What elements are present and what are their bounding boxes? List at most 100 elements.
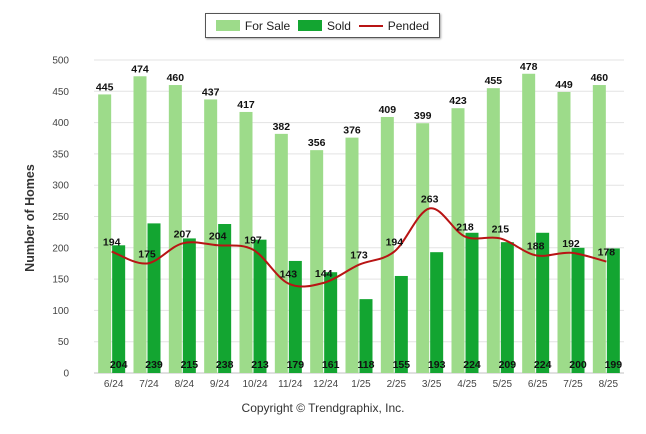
data-label-for-sale: 417	[237, 99, 255, 111]
data-label-sold: 238	[216, 359, 234, 371]
bar-for-sale	[204, 99, 218, 374]
data-label-pended: 204	[209, 230, 227, 242]
data-label-sold: 118	[358, 359, 375, 371]
data-label-pended: 194	[386, 237, 404, 249]
y-tick-label: 50	[58, 337, 70, 348]
bar-sold	[536, 232, 550, 373]
bar-for-sale	[168, 85, 182, 373]
legend-label-sold: Sold	[326, 18, 351, 33]
bar-sold	[465, 232, 479, 373]
bar-sold	[359, 299, 373, 373]
y-tick-label: 200	[52, 243, 69, 254]
legend-swatch-for-sale	[215, 20, 240, 31]
data-label-sold: 155	[393, 359, 411, 371]
x-tick-label: 12/24	[313, 379, 338, 390]
data-label-for-sale: 455	[485, 75, 503, 87]
data-label-pended: 192	[562, 238, 580, 250]
x-tick-label: 6/24	[104, 379, 124, 390]
bar-sold	[394, 275, 408, 373]
data-label-pended: 263	[421, 193, 439, 205]
bar-sold	[147, 223, 161, 373]
data-label-for-sale: 382	[273, 121, 291, 133]
bar-for-sale	[274, 133, 288, 373]
data-label-for-sale: 356	[308, 137, 326, 149]
data-label-sold: 213	[251, 359, 269, 371]
data-label-pended: 194	[103, 237, 121, 249]
bar-for-sale	[592, 85, 606, 373]
bar-for-sale	[486, 88, 500, 374]
data-label-pended: 178	[598, 247, 616, 259]
bar-for-sale	[416, 123, 430, 373]
y-tick-label: 450	[52, 87, 69, 98]
data-label-sold: 224	[534, 359, 552, 371]
data-label-sold: 179	[287, 359, 305, 371]
x-tick-label: 2/25	[387, 379, 407, 390]
data-label-for-sale: 460	[167, 72, 185, 84]
x-tick-label: 11/24	[278, 379, 303, 390]
data-label-pended: 188	[527, 240, 545, 252]
data-label-for-sale: 449	[555, 79, 573, 91]
legend-label-pended: Pended	[387, 18, 430, 33]
bar-sold	[500, 242, 514, 373]
bar-for-sale	[451, 108, 465, 374]
data-label-pended: 215	[492, 223, 510, 235]
bar-for-sale	[557, 91, 571, 374]
bar-for-sale	[522, 73, 536, 373]
data-label-for-sale: 437	[202, 86, 220, 98]
data-label-pended: 218	[456, 222, 474, 234]
bar-sold	[571, 247, 585, 373]
x-tick-label: 1/25	[351, 379, 371, 390]
data-label-sold: 224	[463, 359, 481, 371]
data-label-sold: 199	[605, 359, 623, 371]
data-label-pended: 207	[174, 228, 192, 240]
data-label-sold: 215	[181, 359, 199, 371]
legend-item-pended[interactable]: Pended	[358, 18, 430, 33]
data-label-sold: 161	[322, 359, 340, 371]
y-tick-label: 250	[52, 212, 69, 223]
legend-item-sold[interactable]: Sold	[297, 18, 351, 33]
legend: For Sale Sold Pended	[205, 13, 440, 38]
y-tick-label: 150	[52, 275, 69, 286]
bar-sold	[288, 260, 302, 373]
x-tick-label: 7/25	[563, 379, 583, 390]
y-tick-label: 0	[63, 369, 69, 380]
legend-label-for-sale: For Sale	[244, 18, 291, 33]
data-label-for-sale: 474	[131, 63, 149, 75]
bar-for-sale	[133, 76, 147, 373]
bar-sold	[112, 245, 126, 373]
x-tick-label: 5/25	[493, 379, 513, 390]
bar-for-sale	[380, 116, 394, 373]
y-tick-label: 300	[52, 181, 69, 192]
data-label-sold: 204	[110, 359, 128, 371]
data-label-for-sale: 445	[96, 81, 114, 93]
y-axis-title: Number of Homes	[23, 164, 37, 272]
x-tick-label: 6/25	[528, 379, 548, 390]
bar-for-sale	[345, 137, 359, 373]
data-label-for-sale: 423	[449, 95, 467, 107]
legend-swatch-sold	[297, 20, 322, 31]
data-label-sold: 193	[428, 359, 446, 371]
legend-swatch-pended	[358, 24, 383, 27]
y-tick-label: 500	[52, 56, 69, 67]
bar-sold	[430, 252, 444, 373]
y-tick-label: 350	[52, 149, 69, 160]
x-tick-label: 9/24	[210, 379, 230, 390]
data-label-pended: 144	[315, 268, 333, 280]
bar-sold	[253, 239, 267, 373]
data-label-for-sale: 399	[414, 110, 432, 122]
x-tick-label: 10/24	[242, 379, 267, 390]
data-label-sold: 239	[145, 359, 163, 371]
bar-for-sale	[310, 150, 324, 373]
bar-sold	[606, 248, 620, 373]
data-label-for-sale: 409	[379, 104, 397, 116]
bar-sold	[218, 224, 232, 373]
data-label-pended: 175	[138, 248, 156, 260]
bar-for-sale	[239, 111, 253, 373]
data-label-pended: 197	[244, 235, 262, 247]
data-label-sold: 200	[569, 359, 587, 371]
pended-line	[111, 207, 607, 288]
legend-item-for-sale[interactable]: For Sale	[215, 18, 291, 33]
data-label-pended: 143	[280, 268, 298, 280]
